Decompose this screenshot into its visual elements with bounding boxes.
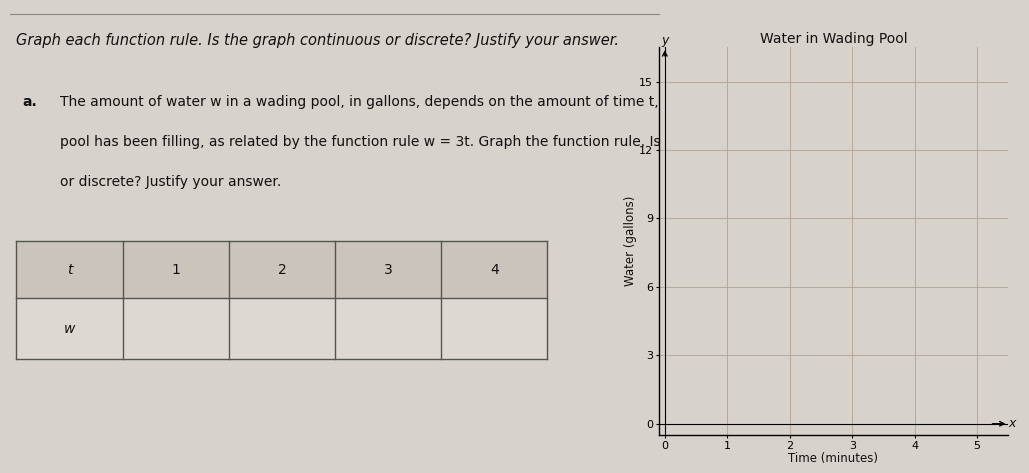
Title: Water in Wading Pool: Water in Wading Pool bbox=[759, 32, 908, 46]
Text: 2: 2 bbox=[278, 263, 286, 277]
Text: a.: a. bbox=[23, 95, 37, 109]
Text: x: x bbox=[1008, 417, 1016, 430]
Text: pool has been filling, as related by the function rule w = 3t. Graph the functio: pool has been filling, as related by the… bbox=[60, 135, 813, 149]
Text: 1: 1 bbox=[171, 263, 180, 277]
Bar bbox=[16, 298, 547, 359]
Text: 4: 4 bbox=[490, 263, 499, 277]
Text: or discrete? Justify your answer.: or discrete? Justify your answer. bbox=[60, 175, 281, 189]
Bar bbox=[16, 241, 547, 298]
Text: t: t bbox=[67, 263, 72, 277]
Text: The amount of water w in a wading pool, in gallons, depends on the amount of tim: The amount of water w in a wading pool, … bbox=[60, 95, 822, 109]
Text: y: y bbox=[661, 35, 669, 47]
Text: Graph each function rule. Is the graph continuous or discrete? Justify your answ: Graph each function rule. Is the graph c… bbox=[16, 33, 619, 48]
Y-axis label: Water (gallons): Water (gallons) bbox=[625, 196, 638, 287]
Text: w: w bbox=[64, 322, 75, 336]
X-axis label: Time (minutes): Time (minutes) bbox=[788, 452, 879, 465]
Text: 3: 3 bbox=[384, 263, 392, 277]
